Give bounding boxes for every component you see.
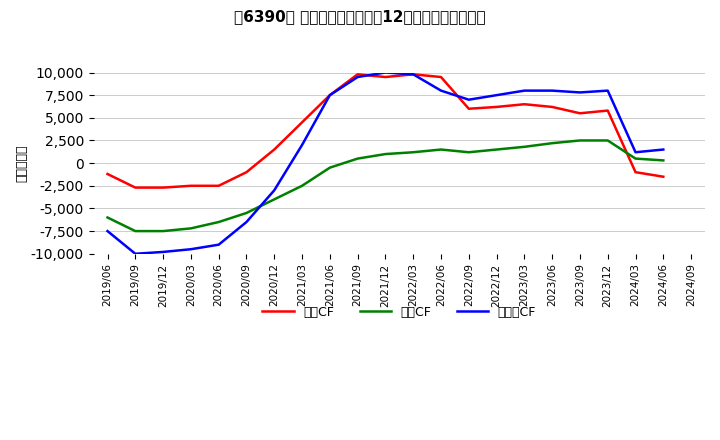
投資CF bbox=[354, 156, 362, 161]
営業CF bbox=[186, 183, 195, 188]
営業CF bbox=[354, 72, 362, 77]
営業CF bbox=[298, 120, 307, 125]
投資CF bbox=[436, 147, 445, 152]
フリーCF bbox=[159, 249, 168, 255]
フリーCF bbox=[381, 70, 390, 75]
Y-axis label: （百万円）: （百万円） bbox=[15, 144, 28, 182]
投資CF bbox=[103, 215, 112, 220]
投資CF bbox=[409, 150, 418, 155]
フリーCF bbox=[325, 92, 334, 98]
フリーCF bbox=[548, 88, 557, 93]
投資CF bbox=[159, 228, 168, 234]
フリーCF bbox=[409, 72, 418, 77]
フリーCF bbox=[520, 88, 528, 93]
営業CF bbox=[464, 106, 473, 111]
フリーCF bbox=[186, 246, 195, 252]
フリーCF bbox=[659, 147, 667, 152]
営業CF bbox=[242, 169, 251, 175]
投資CF bbox=[270, 197, 279, 202]
フリーCF bbox=[103, 228, 112, 234]
投資CF bbox=[381, 151, 390, 157]
営業CF bbox=[520, 102, 528, 107]
営業CF bbox=[603, 108, 612, 113]
投資CF bbox=[215, 220, 223, 225]
フリーCF bbox=[242, 220, 251, 225]
投資CF bbox=[603, 138, 612, 143]
営業CF bbox=[215, 183, 223, 188]
投資CF bbox=[131, 228, 140, 234]
営業CF bbox=[659, 174, 667, 180]
投資CF bbox=[298, 183, 307, 188]
フリーCF bbox=[354, 74, 362, 80]
営業CF bbox=[631, 169, 640, 175]
フリーCF bbox=[575, 90, 584, 95]
Line: 投資CF: 投資CF bbox=[107, 140, 663, 231]
Line: 営業CF: 営業CF bbox=[107, 74, 663, 187]
投資CF bbox=[186, 226, 195, 231]
営業CF bbox=[409, 72, 418, 77]
営業CF bbox=[548, 104, 557, 110]
営業CF bbox=[575, 110, 584, 116]
営業CF bbox=[131, 185, 140, 190]
Text: ［6390］ キャッシュフローの12か月移動合計の推移: ［6390］ キャッシュフローの12か月移動合計の推移 bbox=[234, 9, 486, 24]
投資CF bbox=[242, 210, 251, 216]
投資CF bbox=[548, 140, 557, 146]
投資CF bbox=[325, 165, 334, 170]
Line: フリーCF: フリーCF bbox=[107, 73, 663, 254]
フリーCF bbox=[631, 150, 640, 155]
フリーCF bbox=[270, 188, 279, 193]
フリーCF bbox=[464, 97, 473, 103]
投資CF bbox=[575, 138, 584, 143]
フリーCF bbox=[436, 88, 445, 93]
フリーCF bbox=[215, 242, 223, 247]
投資CF bbox=[520, 144, 528, 150]
営業CF bbox=[436, 74, 445, 80]
投資CF bbox=[464, 150, 473, 155]
Legend: 営業CF, 投資CF, フリーCF: 営業CF, 投資CF, フリーCF bbox=[257, 301, 541, 324]
営業CF bbox=[492, 104, 501, 110]
営業CF bbox=[381, 74, 390, 80]
投資CF bbox=[492, 147, 501, 152]
営業CF bbox=[325, 92, 334, 98]
投資CF bbox=[631, 156, 640, 161]
営業CF bbox=[159, 185, 168, 190]
営業CF bbox=[103, 171, 112, 176]
投資CF bbox=[659, 158, 667, 163]
フリーCF bbox=[492, 92, 501, 98]
営業CF bbox=[270, 147, 279, 152]
フリーCF bbox=[298, 143, 307, 148]
フリーCF bbox=[603, 88, 612, 93]
フリーCF bbox=[131, 251, 140, 257]
